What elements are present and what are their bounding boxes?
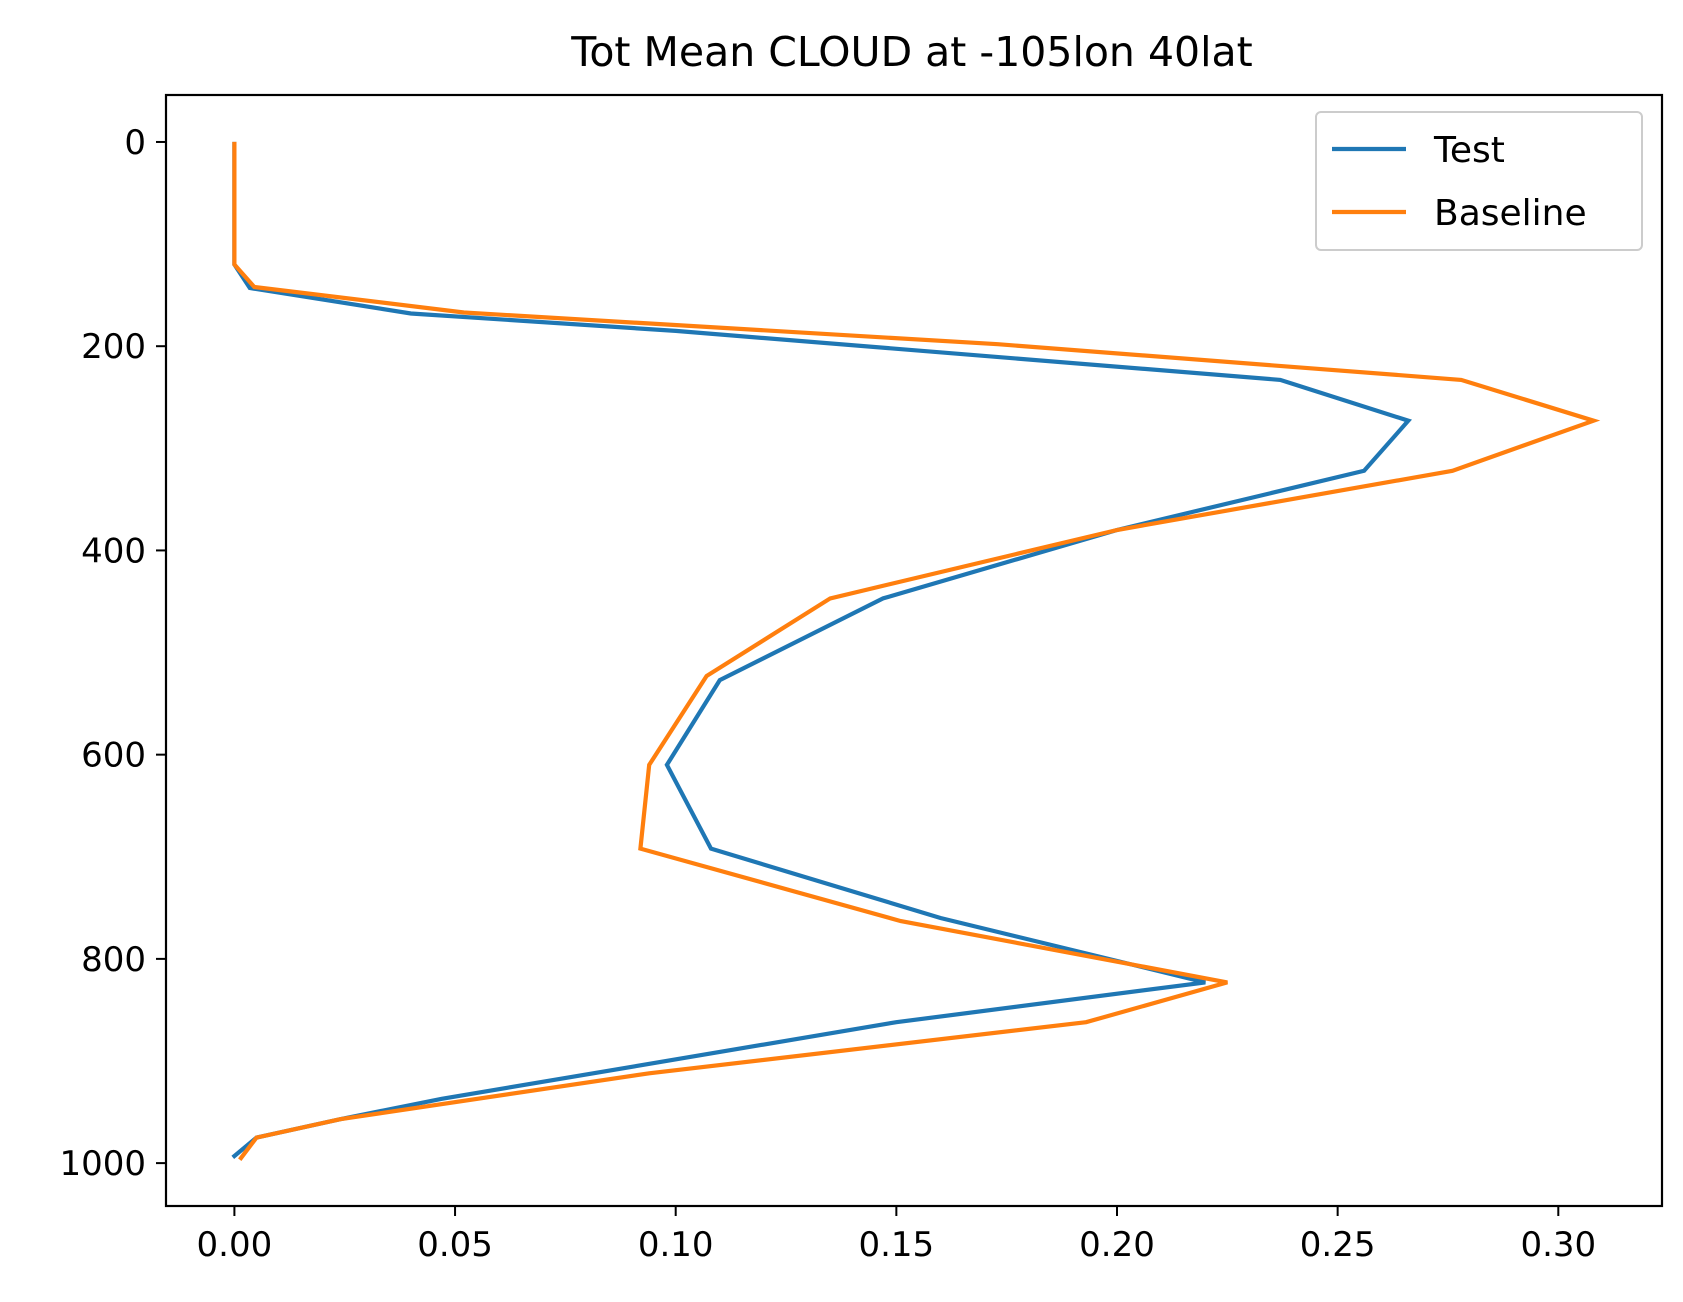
x-tick-label: 0.05: [417, 1225, 493, 1265]
x-tick-label: 0.15: [858, 1225, 934, 1265]
x-axis: 0.00 0.05 0.10 0.15 0.20 0.25 0.30: [197, 1206, 1596, 1265]
y-axis: 0 200 400 600 800 1000: [59, 123, 166, 1184]
x-tick-label: 0.00: [197, 1225, 273, 1265]
y-tick-label: 0: [124, 123, 146, 163]
x-tick-label: 0.10: [638, 1225, 714, 1265]
y-tick-label: 200: [81, 327, 146, 367]
y-tick-label: 1000: [59, 1144, 146, 1184]
series-line-test: [231, 141, 1413, 1159]
legend-label: Baseline: [1434, 193, 1587, 234]
x-tick-label: 0.30: [1520, 1225, 1596, 1265]
y-tick-label: 800: [81, 940, 146, 980]
series-group: [231, 141, 1601, 1161]
x-tick-label: 0.20: [1079, 1225, 1155, 1265]
y-tick-label: 400: [81, 531, 146, 571]
legend-box: [1315, 111, 1643, 251]
chart-title: Tot Mean CLOUD at -105lon 40lat: [570, 28, 1252, 76]
series-line-baseline: [232, 141, 1601, 1161]
x-tick-label: 0.25: [1300, 1225, 1376, 1265]
legend: Test Baseline: [1315, 111, 1643, 251]
legend-label: Test: [1433, 130, 1505, 171]
axes-frame: [164, 93, 1664, 1208]
y-tick-label: 600: [81, 736, 146, 776]
plot-area: [164, 93, 1664, 1208]
